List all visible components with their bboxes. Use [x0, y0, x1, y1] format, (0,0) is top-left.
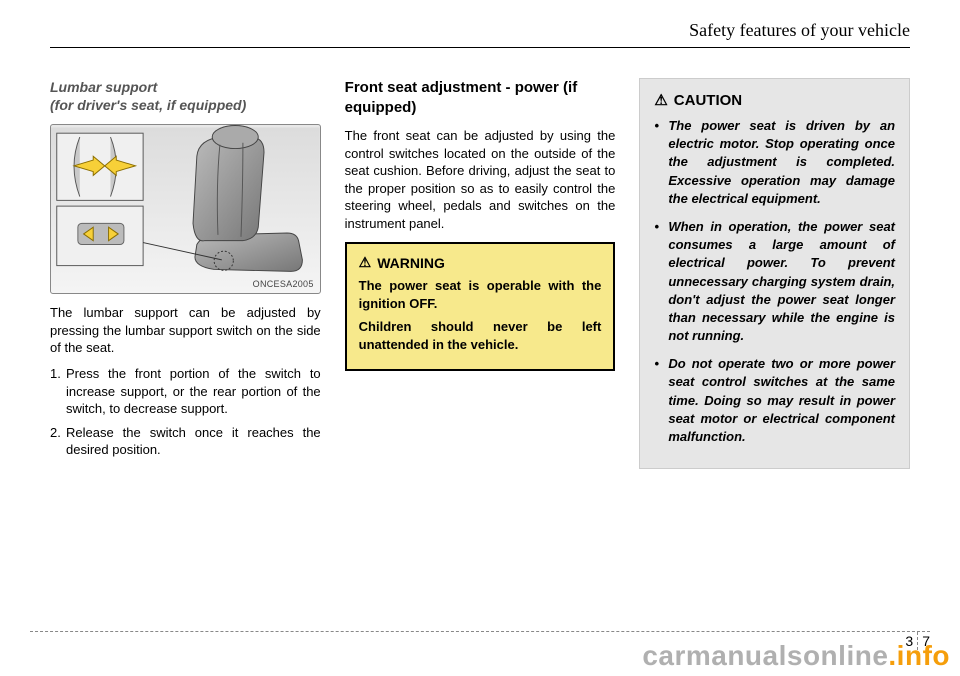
caution-header: ⚠ CAUTION	[654, 91, 895, 109]
power-body: The front seat can be adjusted by using …	[345, 127, 616, 232]
caution-item: • Do not operate two or more power seat …	[654, 355, 895, 446]
lumbar-title: Lumbar support	[50, 79, 157, 95]
page-no: 7	[922, 633, 930, 649]
lumbar-subtitle: (for driver's seat, if equipped)	[50, 97, 246, 113]
seat-illustration	[51, 125, 320, 293]
watermark-text: carmanualsonline	[642, 640, 888, 671]
chapter-number: 3	[905, 633, 913, 649]
caution-icon: ⚠	[654, 91, 667, 109]
content-columns: Lumbar support (for driver's seat, if eq…	[50, 78, 910, 469]
column-caution: ⚠ CAUTION • The power seat is driven by …	[639, 78, 910, 469]
bullet-icon: •	[654, 355, 668, 446]
warning-icon: ⚠	[359, 254, 372, 271]
list-item: 1. Press the front portion of the switch…	[50, 365, 321, 418]
caution-box: ⚠ CAUTION • The power seat is driven by …	[639, 78, 910, 469]
page-header: Safety features of your vehicle	[50, 20, 910, 48]
caution-text: The power seat is driven by an electric …	[668, 117, 895, 208]
warning-label: WARNING	[377, 255, 445, 271]
lumbar-intro: The lumbar support can be adjusted by pr…	[50, 304, 321, 357]
caution-list: • The power seat is driven by an electri…	[654, 117, 895, 446]
figure-code: ONCESA2005	[253, 279, 314, 289]
step-number: 1.	[50, 365, 66, 418]
caution-text: Do not operate two or more power seat co…	[668, 355, 895, 446]
page-separator	[917, 632, 918, 650]
column-lumbar: Lumbar support (for driver's seat, if eq…	[50, 78, 321, 469]
header-title: Safety features of your vehicle	[689, 20, 910, 40]
warning-header: ⚠ WARNING	[359, 254, 602, 271]
list-item: 2. Release the switch once it reaches th…	[50, 424, 321, 459]
bullet-icon: •	[654, 117, 668, 208]
caution-label: CAUTION	[674, 92, 742, 109]
lumbar-figure: ONCESA2005	[50, 124, 321, 294]
column-power-seat: Front seat adjustment - power (if equipp…	[345, 78, 616, 469]
lumbar-heading: Lumbar support (for driver's seat, if eq…	[50, 78, 321, 114]
bullet-icon: •	[654, 218, 668, 345]
power-heading: Front seat adjustment - power (if equipp…	[345, 78, 616, 117]
warning-box: ⚠ WARNING The power seat is operable wit…	[345, 242, 616, 371]
caution-item: • When in operation, the power seat cons…	[654, 218, 895, 345]
step-text: Release the switch once it reaches the d…	[66, 424, 321, 459]
caution-item: • The power seat is driven by an electri…	[654, 117, 895, 208]
caution-text: When in operation, the power seat consum…	[668, 218, 895, 345]
step-number: 2.	[50, 424, 66, 459]
step-text: Press the front portion of the switch to…	[66, 365, 321, 418]
footer-divider	[30, 631, 930, 632]
page-number: 3 7	[905, 632, 930, 650]
warning-line: Children should never be left unattended…	[359, 318, 602, 353]
warning-line: The power seat is operable with the igni…	[359, 277, 602, 312]
